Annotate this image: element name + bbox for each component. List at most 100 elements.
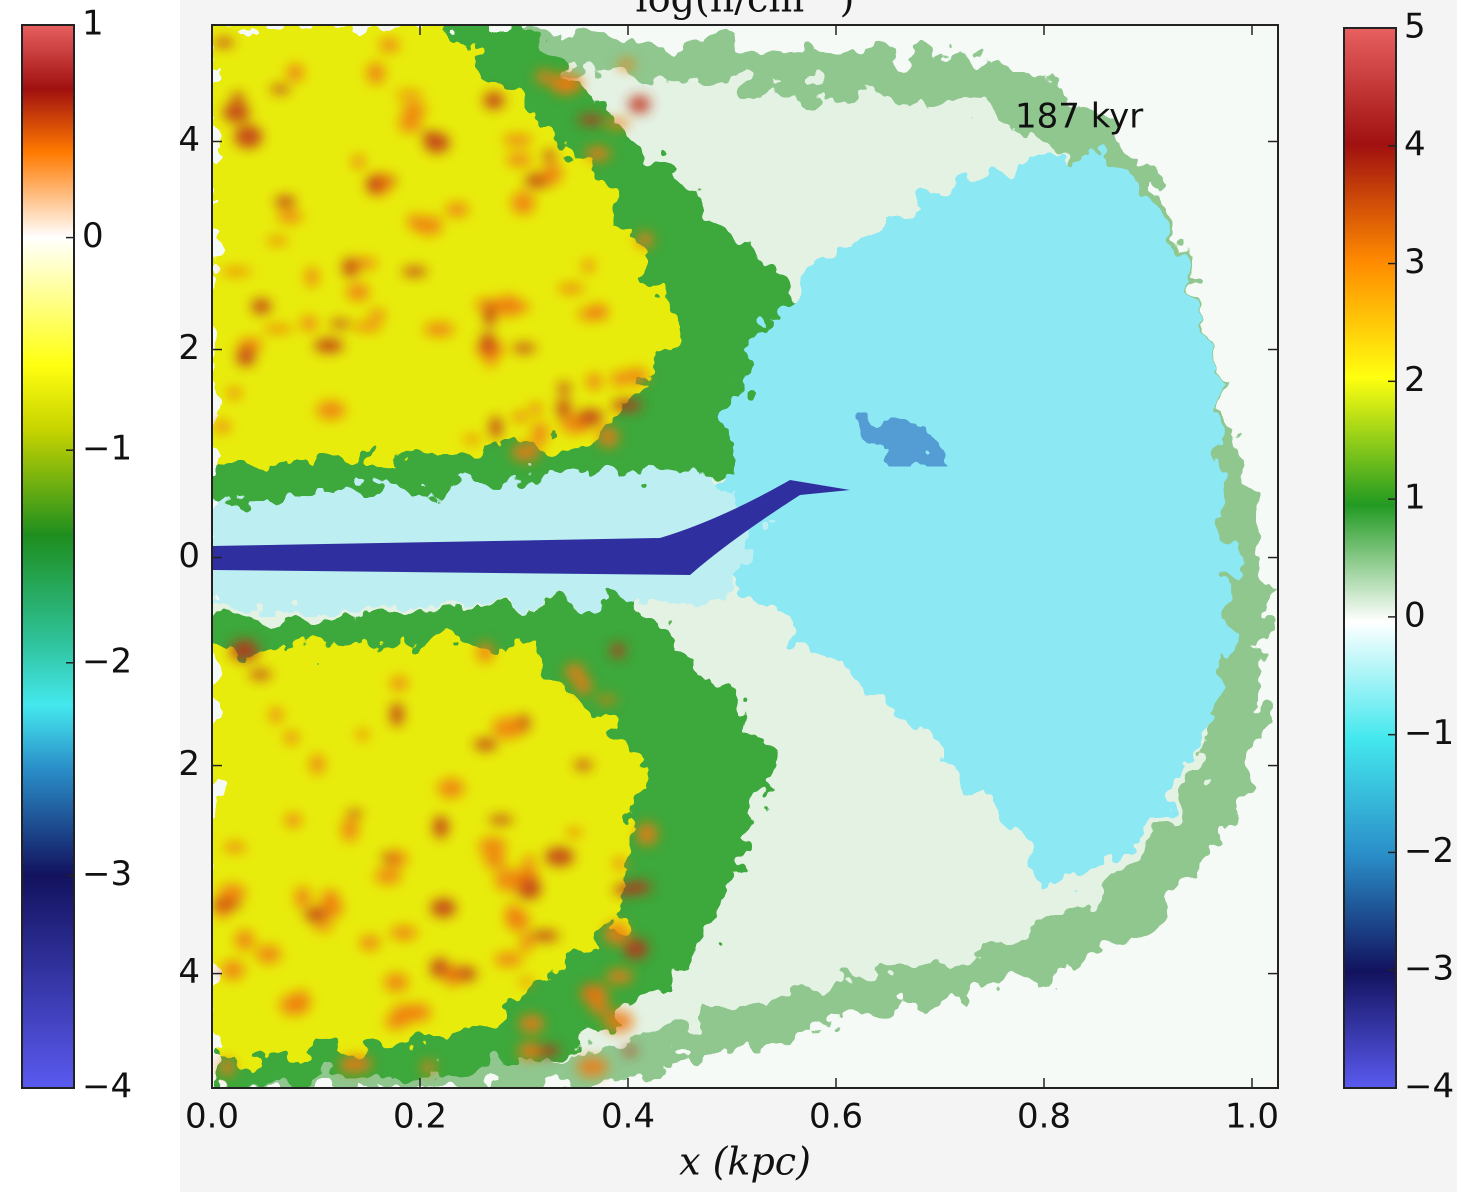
texture-blob	[511, 443, 540, 462]
texture-blob	[577, 308, 609, 321]
texture-blob	[218, 884, 246, 902]
texture-blob	[234, 125, 262, 149]
texture-blob	[301, 316, 318, 331]
texture-blob	[505, 904, 520, 927]
texture-blob	[263, 325, 293, 334]
texture-blob	[352, 155, 365, 169]
colorbar-tick-label: −2	[82, 641, 132, 681]
texture-blob	[494, 869, 523, 892]
texture-blob	[444, 966, 460, 987]
texture-blob	[578, 115, 604, 125]
texture-blob	[624, 938, 648, 959]
texture-blob	[529, 403, 542, 415]
texture-blob	[590, 1001, 610, 1015]
texture-blob	[227, 387, 241, 399]
texture-blob	[366, 176, 382, 194]
texture-blob	[558, 283, 585, 293]
texture-blob	[310, 754, 325, 774]
x-tick-label: 0.4	[601, 1097, 655, 1137]
texture-blob	[597, 426, 618, 447]
texture-blob	[596, 696, 618, 704]
texture-blob	[581, 984, 609, 1004]
texture-blob	[512, 411, 527, 422]
x-tick-label: 0.6	[809, 1097, 863, 1137]
colorbar-tick-label: 5	[1404, 7, 1426, 47]
texture-blob	[574, 760, 592, 770]
texture-blob	[379, 38, 399, 53]
texture-blob	[341, 818, 359, 841]
texture-blob	[214, 38, 234, 47]
texture-blob	[611, 371, 625, 387]
texture-blob	[284, 813, 302, 827]
texture-blob	[223, 842, 246, 852]
texture-blob	[532, 422, 549, 445]
texture-blob	[586, 373, 602, 390]
texture-blob	[553, 76, 583, 92]
y-tick-label: 2	[178, 328, 200, 368]
texture-blob	[492, 717, 523, 739]
texture-blob	[230, 640, 259, 662]
texture-blob	[402, 267, 427, 277]
texture-blob	[518, 1042, 541, 1059]
texture-blob	[366, 62, 385, 84]
texture-blob	[490, 416, 502, 438]
texture-blob	[613, 858, 627, 869]
texture-blob	[270, 85, 290, 94]
colorbar-left	[22, 25, 74, 1088]
texture-blob	[415, 216, 442, 236]
texture-blob	[353, 322, 383, 332]
texture-blob	[401, 102, 426, 118]
density-field	[211, 25, 1278, 1088]
texture-blob	[476, 642, 494, 662]
colorbar-tick-label: 0	[1404, 595, 1426, 635]
texture-blob	[483, 92, 504, 109]
texture-blob	[530, 930, 559, 941]
texture-blob	[305, 267, 318, 287]
colorbar-tick-label: −1	[82, 429, 132, 469]
texture-blob	[557, 398, 571, 419]
texture-blob	[256, 945, 282, 964]
texture-blob	[438, 778, 465, 798]
texture-blob	[582, 259, 594, 272]
texture-blob	[542, 162, 562, 185]
y-tick-label: 0	[178, 536, 200, 576]
texture-blob	[636, 232, 654, 248]
texture-blob	[484, 304, 497, 327]
colorbar-tick-label: 3	[1404, 242, 1426, 282]
texture-blob	[424, 133, 450, 153]
texture-blob	[546, 1045, 559, 1056]
texture-blob	[223, 103, 250, 123]
x-tick-label: 0.2	[393, 1097, 447, 1137]
colorbar-tick-label: −3	[1404, 949, 1454, 989]
texture-blob	[269, 707, 282, 723]
y-tick-label: 4	[178, 952, 200, 992]
figure: log(n/cm⁻³) 187 kyr x (kpc) 0.00.20.40.6…	[0, 0, 1457, 1192]
x-tick-label: 1.0	[1225, 1097, 1279, 1137]
texture-blob	[564, 663, 585, 680]
texture-blob	[613, 884, 637, 895]
texture-blob	[603, 1010, 633, 1032]
texture-blob	[603, 922, 629, 945]
texture-blob	[577, 409, 603, 426]
texture-blob	[611, 643, 626, 657]
texture-blob	[512, 343, 536, 353]
colorbar-tick-label: 4	[1404, 124, 1426, 164]
y-tick-label: 4	[178, 120, 200, 160]
colorbar-tick-label: 1	[1404, 478, 1426, 518]
texture-blob	[503, 134, 533, 146]
texture-blob	[445, 203, 469, 218]
texture-blob	[480, 332, 495, 354]
texture-blob	[316, 401, 345, 420]
texture-blob	[623, 1046, 636, 1055]
texture-blob	[390, 703, 404, 727]
texture-blob	[342, 258, 358, 278]
texture-blob	[519, 1014, 544, 1033]
texture-blob	[566, 828, 582, 837]
texture-blob	[611, 399, 642, 411]
colorbar-tick-label: 0	[82, 216, 104, 256]
texture-blob	[221, 268, 252, 276]
texture-blob	[304, 907, 327, 922]
texture-blob	[636, 822, 658, 845]
colorbar-tick-label: 2	[1404, 360, 1426, 400]
texture-blob	[398, 115, 422, 132]
